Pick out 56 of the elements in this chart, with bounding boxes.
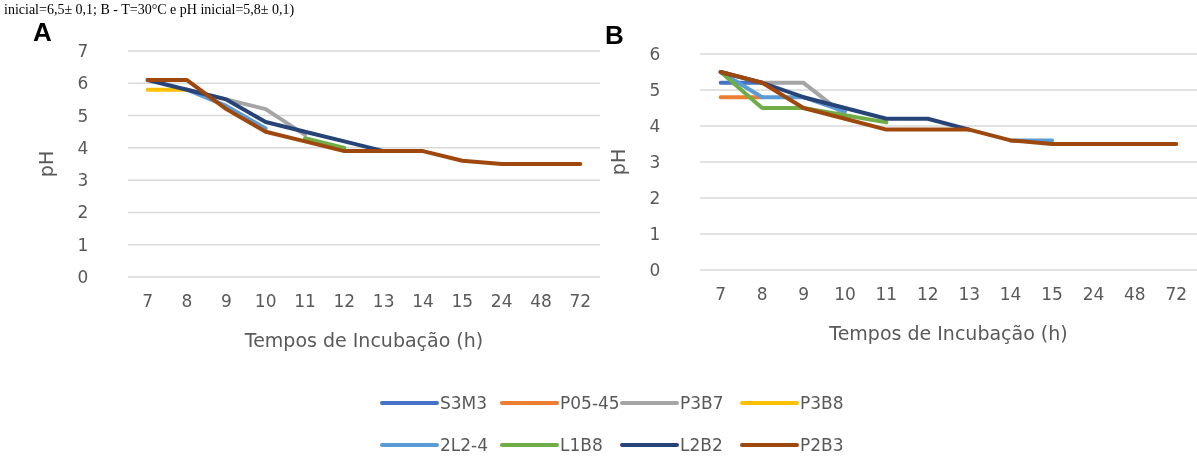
y-tick-label: 5 xyxy=(649,79,661,100)
x-tick-label: 24 xyxy=(490,291,513,311)
y-tick-label: 4 xyxy=(77,137,89,158)
x-tick-label: 8 xyxy=(756,284,768,304)
y-tick-label: 3 xyxy=(77,170,89,191)
legend-label: L1B8 xyxy=(560,434,603,455)
x-tick-label: 8 xyxy=(181,291,193,311)
x-tick-label: 13 xyxy=(372,291,395,311)
x-axis-title: Tempos de Incubação (h) xyxy=(828,322,1068,344)
x-axis-title: Tempos de Incubação (h) xyxy=(243,329,484,351)
line-series xyxy=(718,70,1179,146)
x-tick-label: 10 xyxy=(834,284,856,304)
y-tick-label: 5 xyxy=(77,105,89,126)
legend-label: L2B2 xyxy=(680,434,723,455)
x-tick-label: 10 xyxy=(254,291,277,311)
y-tick-label: 4 xyxy=(649,115,661,136)
legend-label: P05-45 xyxy=(560,392,620,413)
y-axis-title: pH xyxy=(607,148,629,176)
x-tick-label: 14 xyxy=(412,291,434,311)
y-tick-label: 2 xyxy=(77,202,89,223)
legend-label: P2B3 xyxy=(800,434,844,455)
y-tick-label: 0 xyxy=(649,259,661,280)
x-tick-label: 48 xyxy=(530,291,552,311)
line-series xyxy=(145,78,583,166)
legend-label: P3B7 xyxy=(680,392,724,413)
x-tick-label: 72 xyxy=(569,291,592,311)
x-tick-label: 12 xyxy=(333,291,356,311)
legend-label: S3M3 xyxy=(440,392,488,413)
x-tick-label: 24 xyxy=(1082,284,1105,304)
legend-label: 2L2-4 xyxy=(440,434,489,455)
y-axis-title: pH xyxy=(35,150,57,178)
y-tick-label: 6 xyxy=(77,73,89,94)
x-tick-label: 13 xyxy=(958,284,981,304)
x-tick-label: 48 xyxy=(1124,284,1146,304)
x-tick-label: 7 xyxy=(142,291,154,311)
x-tick-label: 14 xyxy=(999,284,1022,304)
y-tick-label: 1 xyxy=(649,223,661,244)
x-tick-label: 15 xyxy=(1041,284,1063,304)
x-tick-label: 9 xyxy=(798,284,809,304)
x-tick-label: 7 xyxy=(715,284,727,304)
y-tick-label: 7 xyxy=(77,40,89,61)
x-tick-label: 72 xyxy=(1165,284,1188,304)
x-tick-label: 15 xyxy=(451,291,474,311)
x-tick-label: 11 xyxy=(294,291,316,311)
text: inicial=6,5± 0,1; B - T=30°C e pH inicial=5,8± 0,1) xyxy=(4,2,295,18)
x-tick-label: 11 xyxy=(875,284,898,304)
y-tick-label: 3 xyxy=(649,151,661,172)
x-tick-label: 12 xyxy=(916,284,939,304)
chart-title: B xyxy=(605,20,624,50)
y-tick-label: 1 xyxy=(77,234,89,255)
y-tick-label: 6 xyxy=(649,43,661,64)
y-tick-label: 0 xyxy=(77,266,89,287)
chart-title: A xyxy=(33,17,52,47)
x-tick-label: 9 xyxy=(220,291,232,311)
y-tick-label: 2 xyxy=(649,187,661,208)
legend-label: P3B8 xyxy=(800,392,844,413)
